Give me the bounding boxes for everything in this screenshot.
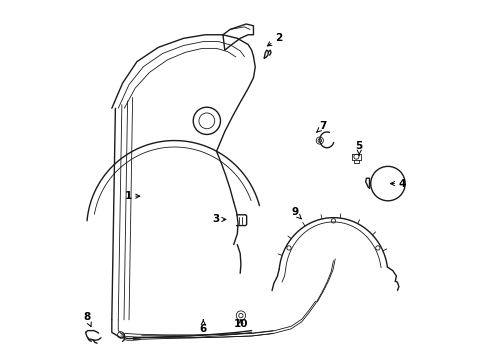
Text: 7: 7 [316, 121, 326, 132]
Text: 6: 6 [199, 320, 206, 334]
Text: 4: 4 [389, 179, 405, 189]
Text: 2: 2 [267, 33, 282, 46]
Text: 3: 3 [212, 215, 225, 224]
Text: 1: 1 [124, 191, 140, 201]
Text: 9: 9 [290, 207, 301, 219]
Text: 10: 10 [233, 319, 247, 329]
Text: 5: 5 [355, 141, 362, 155]
Text: 8: 8 [83, 312, 91, 327]
